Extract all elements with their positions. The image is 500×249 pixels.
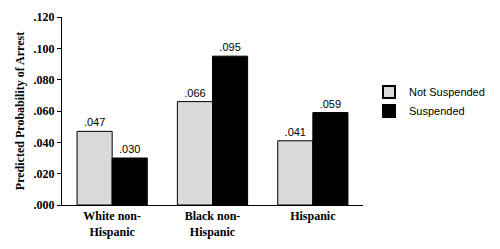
svg-text:.020: .020 bbox=[34, 167, 55, 181]
svg-text:.030: .030 bbox=[119, 143, 140, 155]
svg-text:White non-Hispanic: White non-Hispanic bbox=[83, 209, 141, 239]
svg-text:Predicted Probability of Arres: Predicted Probability of Arrest bbox=[13, 32, 27, 190]
svg-text:Hispanic: Hispanic bbox=[290, 209, 336, 223]
svg-text:.041: .041 bbox=[285, 126, 306, 138]
svg-text:.066: .066 bbox=[184, 87, 205, 99]
svg-text:Not Suspended: Not Suspended bbox=[409, 86, 485, 98]
svg-text:Black non-Hispanic: Black non-Hispanic bbox=[185, 209, 241, 239]
svg-text:.047: .047 bbox=[84, 116, 105, 128]
svg-text:.095: .095 bbox=[219, 41, 240, 53]
svg-text:.080: .080 bbox=[34, 73, 55, 87]
svg-text:.100: .100 bbox=[34, 42, 55, 56]
svg-text:.059: .059 bbox=[320, 98, 341, 110]
svg-text:Suspended: Suspended bbox=[409, 105, 465, 117]
svg-text:.060: .060 bbox=[34, 104, 55, 118]
svg-text:.000: .000 bbox=[34, 198, 55, 212]
svg-text:.120: .120 bbox=[34, 10, 55, 24]
svg-text:.040: .040 bbox=[34, 136, 55, 150]
